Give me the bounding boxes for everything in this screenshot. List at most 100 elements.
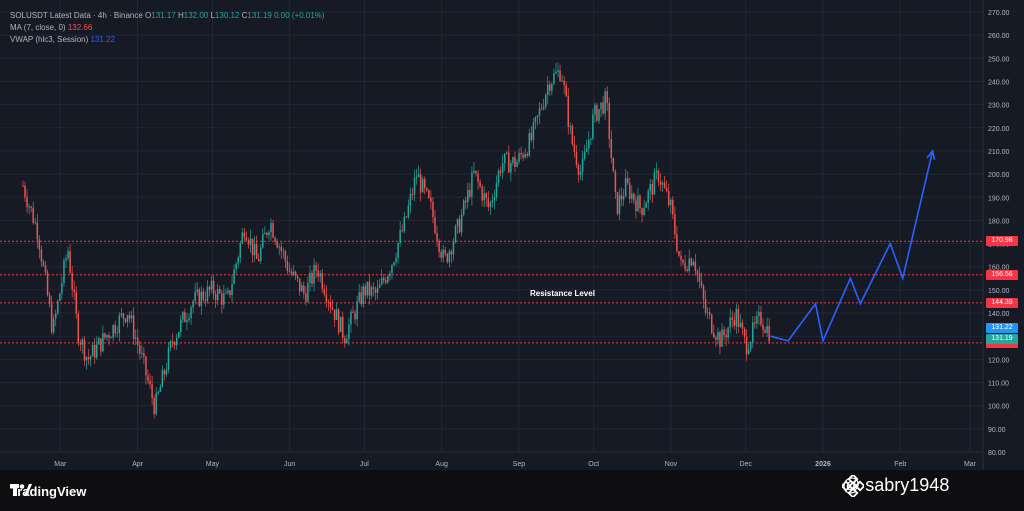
candle-body [36,222,39,240]
watermark: @ sabry1948 [842,475,950,497]
candle-body [739,322,742,327]
candle-body [706,312,709,314]
candle-body [421,178,424,193]
candle-body [190,307,192,319]
candle-body [192,301,194,308]
candle-body [153,398,155,415]
resistance-label: Resistance Level [530,289,595,298]
vwap-legend[interactable]: VWAP (hlc3, Session) 131.22 [10,35,115,45]
candle-body [651,184,654,195]
candle-body [370,287,373,296]
candle-body [524,153,526,158]
candle-body [321,273,324,289]
candle-body [231,283,233,296]
candle-body [489,202,492,208]
candle-body [532,122,535,140]
candle-body [614,171,617,192]
x-tick-label: Jul [360,461,369,468]
candle-body [173,342,176,346]
candle-body [241,232,244,244]
candle-body [243,232,246,238]
candle-body [551,83,553,91]
candle-body [754,322,756,324]
candle-body [674,214,676,235]
candle-body [645,202,647,209]
candle-body [309,272,311,283]
candle-body [655,170,658,173]
candle-body [672,199,674,215]
candle-body [711,314,713,333]
candle-body [497,170,500,183]
candle-body [270,223,272,233]
ma-legend[interactable]: MA (7, close, 0) 132.66 [10,23,92,33]
candle-body [116,333,119,334]
y-tick-label: 80.00 [988,450,1006,457]
ohlc-legend: SOLUSDT Latest Data · 4h · Binance O131.… [10,11,325,21]
candle-body [186,320,188,323]
candle-body [50,304,53,333]
candle-body [590,138,592,140]
candle-body [364,286,367,296]
candle-body [202,291,205,300]
candle-body [659,181,662,185]
candle-body [372,287,375,290]
candle-body [356,301,358,320]
candle-body [653,172,656,195]
candle-body [112,324,114,338]
candle-body [465,200,467,203]
footer [0,470,1024,511]
candle-body [725,335,727,338]
candle-body [114,324,116,334]
candle-body [251,238,254,256]
candle-body [237,257,239,264]
candle-body [688,258,690,271]
candle-body [596,104,598,121]
candle-body [337,309,340,333]
candle-body [758,311,760,316]
candle-body [171,341,174,343]
candle-body [702,286,705,300]
candle-body [618,195,621,214]
y-tick-label: 200.00 [988,172,1010,179]
candle-body [280,246,283,251]
watermark-text: @ sabry1948 [842,475,950,495]
candle-body [167,347,170,370]
candle-body [145,356,147,376]
candle-body [317,270,319,277]
candle-body [255,243,258,259]
candle-body [696,270,699,274]
tradingview-logo[interactable]: TradingView [10,484,86,499]
candle-body [553,73,555,84]
candle-body [276,241,278,248]
candle-body [284,251,287,262]
candle-body [493,196,496,201]
chart-area[interactable]: 270.00 260.00 250.00 240.00 230.00 220.00 210.… [0,0,1024,470]
candle-body [594,104,596,115]
candle-body [122,313,125,319]
candle-body [629,183,631,199]
candle-body [290,271,293,275]
candle-body [743,328,746,337]
candle-body [169,341,172,348]
candle-body [245,237,248,241]
candle-body [175,337,178,346]
y-tick-label: 160.00 [988,265,1010,272]
candle-body [415,176,418,178]
candle-body [473,170,475,173]
candle-body [26,197,28,208]
candle-body [448,251,451,263]
candle-body [278,246,280,248]
candle-body [483,193,485,201]
candle-body [708,312,711,315]
candle-body [438,240,440,252]
candle-body [301,285,303,292]
ma-value: 132.66 [67,23,93,32]
candle-body [134,337,137,339]
candle-body [137,337,139,346]
price-chart[interactable]: 270.00 260.00 250.00 240.00 230.00 220.00 210.… [0,0,1024,470]
x-tick-label: Mar [54,461,67,468]
candle-body [454,226,457,243]
candle-body [383,278,385,281]
candle-body [534,117,537,123]
candle-body [737,308,740,327]
